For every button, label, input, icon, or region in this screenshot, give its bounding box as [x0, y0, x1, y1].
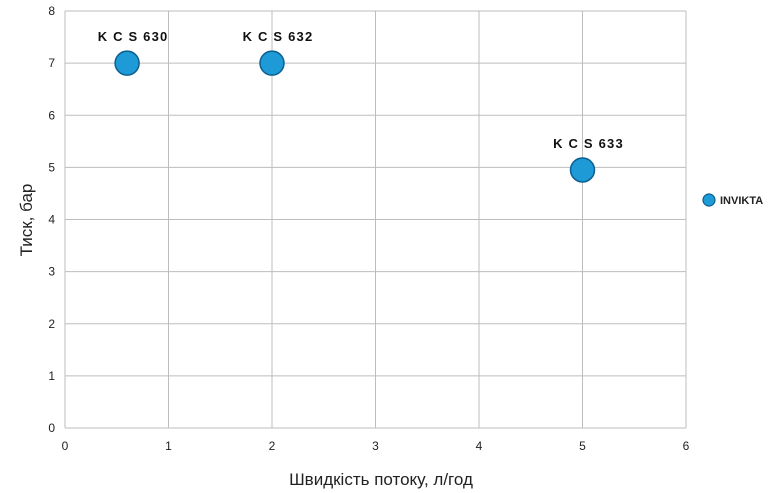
x-tick-label: 4: [476, 439, 483, 453]
data-label: K C S 633: [553, 136, 624, 151]
x-tick-label: 6: [683, 439, 690, 453]
legend-marker: [702, 193, 716, 207]
y-tick-label: 1: [48, 369, 55, 383]
y-tick-label: 0: [48, 421, 55, 435]
y-tick-label: 2: [48, 317, 55, 331]
data-label: K C S 630: [98, 29, 169, 44]
x-axis-ticks: 0 1 2 3 4 5 6: [62, 439, 690, 453]
legend: INVIKTA: [702, 193, 763, 207]
data-point: [569, 157, 596, 183]
y-axis-title: Тиск, бар: [17, 184, 36, 257]
y-tick-label: 5: [48, 160, 55, 174]
data-label: K C S 632: [243, 29, 314, 44]
y-tick-label: 6: [48, 108, 55, 122]
x-tick-label: 2: [269, 439, 276, 453]
y-tick-label: 7: [48, 56, 55, 70]
x-tick-label: 0: [62, 439, 69, 453]
y-axis-ticks: 0 1 2 3 4 5 6 7 8: [48, 4, 55, 435]
y-tick-label: 3: [48, 265, 55, 279]
data-point: [259, 50, 285, 76]
grid-lines: [64, 10, 687, 429]
y-tick-label: 4: [48, 213, 55, 227]
x-tick-label: 1: [165, 439, 172, 453]
data-points: K C S 630 K C S 632 K C S 633: [98, 29, 624, 183]
x-tick-label: 3: [372, 439, 379, 453]
data-point: [114, 50, 140, 76]
x-axis-title: Швидкість потоку, л/год: [289, 470, 473, 489]
y-tick-label: 8: [48, 4, 55, 18]
x-tick-label: 5: [579, 439, 586, 453]
legend-entry: INVIKTA: [720, 195, 763, 207]
